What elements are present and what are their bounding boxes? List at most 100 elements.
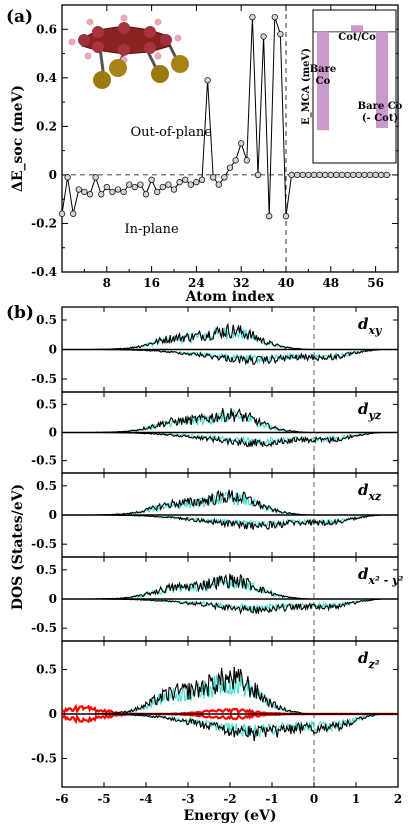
orbital-label: dyz — [358, 400, 382, 422]
soc-data-point — [266, 213, 273, 220]
inset-bar — [317, 31, 329, 131]
soc-data-point — [288, 171, 295, 179]
y-tick-label: 0 — [49, 707, 57, 721]
soc-data-point — [310, 171, 318, 179]
dos-subpanel-2: 0.5 0 -0.5 dxz — [31, 472, 399, 558]
x-tick-label: 0 — [310, 792, 318, 806]
x-tick-label: 48 — [322, 276, 339, 290]
panel-b-label: (b) — [6, 303, 34, 323]
dos-subpanel-0: 0.5 0 -0.5 dxy — [31, 306, 399, 393]
x-axis-title: Energy (eV) — [184, 808, 277, 824]
orbital-label: dz² — [358, 649, 380, 671]
soc-data-point — [159, 183, 166, 191]
dos-cyan-up — [62, 326, 398, 351]
soc-data-point — [322, 171, 329, 179]
soc-data-point — [176, 179, 183, 186]
soc-data-point — [350, 171, 357, 179]
x-tick-label: -3 — [181, 792, 194, 806]
x-tick-label: 16 — [143, 276, 160, 290]
dos-black-up — [62, 408, 398, 434]
inset-bar — [376, 31, 388, 129]
y-tick-label: 0 — [49, 426, 57, 440]
soc-data-point — [238, 140, 245, 147]
soc-data-point — [114, 186, 122, 193]
panel-b-chart: 0.5 0 -0.5 dxy 0.5 0 -0.5 dyz 0.5 0 -0.5 dxz 0.5 0 -0.… — [10, 306, 403, 824]
y-tick-label: -0.4 — [31, 265, 57, 279]
soc-data-point — [271, 13, 278, 21]
soc-data-point — [204, 77, 211, 84]
x-tick-label: -5 — [97, 792, 110, 806]
soc-data-point — [305, 171, 312, 179]
soc-data-point — [327, 171, 334, 179]
x-tick-label: -4 — [139, 792, 152, 806]
soc-data-point — [193, 179, 200, 186]
orbital-label: dx² - y² — [358, 565, 403, 587]
inset-label-bare-1: Bare — [310, 64, 337, 75]
soc-data-point — [333, 171, 340, 179]
x-tick-label: 24 — [188, 276, 205, 290]
x-tick-label: 56 — [367, 276, 384, 290]
x-tick-label: -1 — [265, 792, 278, 806]
soc-data-point — [277, 30, 284, 38]
y-tick-label: -0.5 — [31, 752, 57, 766]
soc-data-point — [215, 181, 222, 188]
cot-co-molecule-illustration — [68, 14, 189, 89]
soc-data-point — [254, 171, 262, 179]
soc-data-point — [64, 174, 71, 181]
soc-data-point — [232, 157, 239, 164]
panel-a-chart: -0.4 -0.2 0 0.2 0.4 0.6 8 16 24 32 40 48 56 Atom inde… — [10, 4, 399, 305]
y-tick-label: -0.5 — [31, 454, 57, 468]
soc-data-point — [226, 164, 234, 171]
dos-black-up — [62, 322, 398, 351]
panel-a-label: (a) — [6, 7, 33, 27]
y-tick-label: -0.5 — [31, 372, 57, 386]
soc-data-point — [75, 186, 82, 193]
soc-data-point — [154, 188, 161, 196]
y-tick-label: 0 — [49, 168, 57, 182]
y-tick-label: 0 — [49, 343, 57, 357]
x-tick-label: -2 — [223, 792, 236, 806]
soc-data-point — [243, 157, 250, 164]
y-tick-label: 0.4 — [36, 71, 57, 85]
plot-frame — [61, 4, 399, 273]
y-tick-label: 0.5 — [36, 662, 57, 676]
y-tick-label: 0 — [49, 592, 57, 606]
orbital-label: dxz — [358, 481, 382, 503]
y-tick-label: 0.6 — [36, 22, 57, 36]
soc-data-point — [126, 181, 133, 188]
inset-label-bare-2: Co — [316, 76, 331, 87]
soc-data-point — [70, 210, 77, 217]
dos-black-up — [62, 489, 398, 516]
inset-label-minus-1: Bare Co — [358, 101, 403, 112]
y-tick-label: -0.5 — [31, 537, 57, 551]
orbital-label: dxy — [358, 315, 383, 337]
soc-data-point — [137, 181, 144, 188]
dos-red-down — [61, 712, 398, 725]
dos-black-down — [62, 598, 398, 615]
x-tick-label: -6 — [55, 792, 68, 806]
inset-label-minus-2: (- Cot) — [362, 113, 398, 124]
dos-black-down — [62, 348, 398, 366]
y-axis-title: DOS (States/eV) — [10, 484, 26, 610]
soc-data-point — [299, 171, 306, 179]
x-tick-label: 8 — [103, 276, 111, 290]
y-tick-label: 0.2 — [36, 119, 57, 133]
dos-subpanel-4: 0.5 0 -0.5 dz² — [31, 640, 399, 788]
soc-data-point — [344, 171, 351, 179]
soc-data-point — [282, 213, 290, 220]
soc-data-point — [249, 13, 256, 21]
y-tick-label: -0.2 — [31, 216, 57, 230]
inset-bar — [351, 25, 363, 32]
x-tick-label: 32 — [233, 276, 250, 290]
x-tick-label: 40 — [278, 276, 295, 290]
dos-subpanel-3: 0.5 0 -0.5 dx² - y² — [31, 556, 403, 642]
x-tick-label: 1 — [352, 792, 360, 806]
in-plane-label: In-plane — [124, 222, 179, 237]
dos-subpanel-1: 0.5 0 -0.5 dyz — [31, 391, 399, 474]
soc-data-point — [86, 191, 94, 198]
soc-data-point — [210, 174, 217, 181]
y-axis-title: ΔE_soc (meV) — [10, 85, 26, 192]
dos-cyan-down — [62, 598, 398, 612]
soc-data-point — [109, 188, 116, 196]
